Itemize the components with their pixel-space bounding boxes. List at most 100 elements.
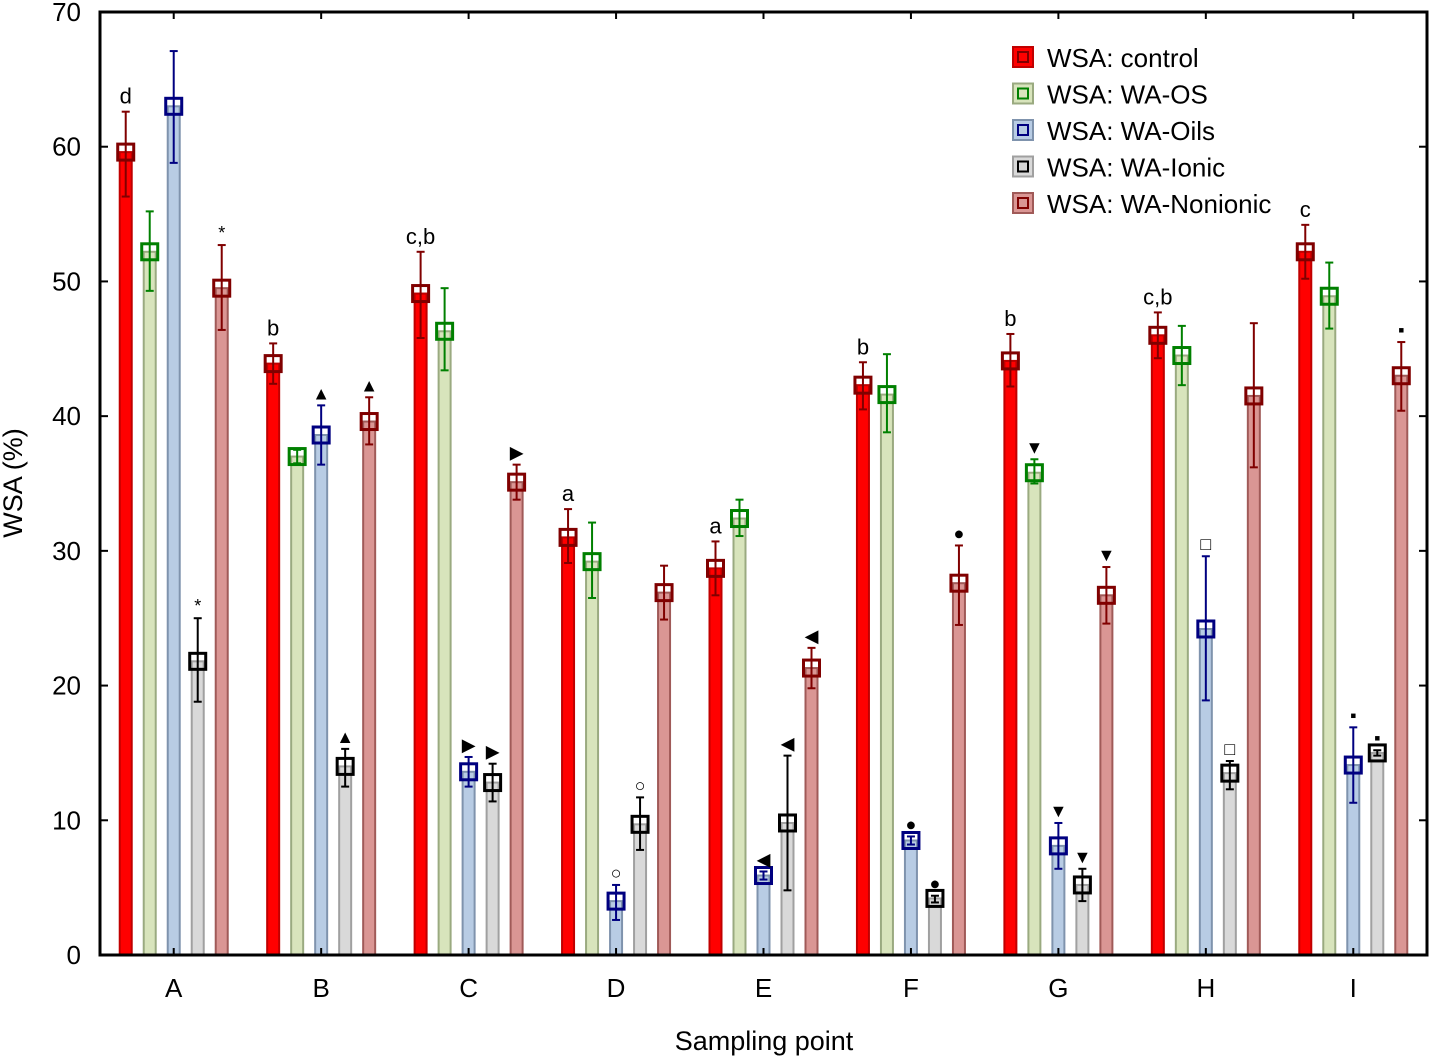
significance-label: ▪: [1398, 320, 1404, 340]
bar: [461, 770, 476, 956]
mean-marker: [1295, 242, 1315, 262]
legend-label: WSA: WA-Oils: [1047, 116, 1215, 146]
mean-marker: [1024, 463, 1044, 483]
bar: [585, 560, 600, 956]
mean-marker: [802, 658, 821, 678]
mean-marker: [1319, 286, 1339, 306]
bar: [290, 455, 305, 956]
bar: [804, 667, 819, 957]
mean-marker: [311, 425, 331, 445]
mean-marker: [116, 142, 136, 162]
bar: [338, 765, 353, 957]
significance-label: a: [709, 513, 722, 538]
bar: [413, 292, 428, 956]
bar: [561, 536, 576, 957]
mean-marker: [1148, 325, 1168, 345]
legend-swatch: [1012, 119, 1034, 141]
bar: [166, 105, 181, 957]
bar: [437, 330, 452, 957]
significance-label: ▲: [312, 383, 330, 403]
y-axis-label: WSA (%): [0, 428, 28, 538]
y-tick-label: 30: [52, 536, 81, 566]
significance-label: ▲: [360, 375, 378, 395]
x-tick-label: H: [1196, 973, 1215, 1003]
x-tick-label: A: [165, 973, 183, 1003]
mean-marker: [287, 447, 307, 467]
y-tick-label: 70: [52, 0, 81, 27]
legend-marker: [1017, 160, 1029, 173]
bar: [1246, 394, 1261, 956]
legend-label: WSA: control: [1047, 43, 1199, 73]
legend-marker: [1017, 51, 1029, 63]
mean-marker: [1367, 743, 1387, 763]
mean-marker: [507, 472, 527, 492]
bar: [855, 384, 870, 956]
significance-label: ◀: [781, 734, 795, 754]
significance-label: ▼: [1073, 847, 1091, 867]
x-tick-label: B: [312, 973, 329, 1003]
significance-label: ▶: [462, 735, 476, 755]
significance-label: ◀: [805, 626, 819, 646]
bar: [1322, 295, 1337, 956]
mean-marker: [877, 385, 897, 405]
bars-layer: d b c,b a a b b c,b c ▼ ▲ ▶ ○ ◀ ● ▼ □ ▪ * ▲ ▶ ○ ◀ ● ▼ □ ▪ * ▲ ▶ ◀ ● ▼ ▪: [116, 50, 1411, 957]
x-tick-label: D: [607, 973, 626, 1003]
significance-label: ▼: [1049, 801, 1067, 821]
bar: [1222, 772, 1237, 957]
mean-marker: [730, 509, 749, 529]
mean-marker: [630, 814, 650, 834]
mean-marker: [1391, 366, 1411, 386]
bar: [362, 420, 377, 956]
mean-marker: [706, 558, 725, 578]
significance-label: c,b: [406, 224, 435, 249]
significance-label: ▪: [1350, 705, 1356, 725]
mean-marker: [606, 891, 626, 911]
significance-label: d: [120, 84, 132, 109]
significance-label: c: [1300, 197, 1311, 222]
y-tick-label: 40: [52, 401, 81, 431]
significance-label: b: [857, 334, 869, 359]
significance-label: ▪: [1374, 728, 1380, 748]
x-tick-label: C: [459, 973, 478, 1003]
legend-swatch: [1012, 155, 1034, 178]
legend-label: WSA: WA-OS: [1047, 80, 1208, 110]
legend-swatch: [1012, 192, 1034, 214]
bar: [1150, 334, 1165, 957]
legend-swatch: [1012, 46, 1034, 68]
x-tick-label: I: [1350, 973, 1357, 1003]
bar: [1099, 594, 1114, 956]
significance-label: *: [194, 596, 201, 616]
bar: [708, 567, 723, 956]
x-tick-label: E: [755, 973, 772, 1003]
mean-marker: [1048, 836, 1068, 856]
bar: [1370, 751, 1385, 957]
mean-marker: [778, 813, 797, 833]
y-tick-label: 0: [67, 940, 81, 970]
significance-label: ◀: [757, 849, 771, 869]
mean-marker: [335, 756, 355, 776]
significance-label: ○: [635, 775, 646, 795]
legend-label: WSA: WA-Nonionic: [1047, 189, 1271, 219]
mean-marker: [901, 830, 921, 850]
y-tick-label: 60: [52, 132, 81, 162]
significance-label: ●: [954, 523, 965, 543]
bar: [190, 660, 205, 957]
bar: [118, 151, 133, 957]
significance-label: ▼: [1097, 545, 1115, 565]
mean-marker: [1196, 619, 1216, 639]
significance-label: □: [1200, 534, 1211, 554]
legend-marker: [1017, 87, 1029, 100]
ticks-layer: 0 10 20 30 40 50 60 70 A B C D E F G H I: [52, 0, 1427, 1003]
significance-label: ●: [930, 874, 941, 894]
mean-marker: [754, 866, 773, 886]
bar: [1003, 359, 1018, 957]
significance-label: □: [1224, 739, 1235, 759]
mean-marker: [435, 321, 455, 341]
mean-marker: [483, 773, 503, 793]
bar: [1174, 354, 1189, 956]
mean-marker: [1072, 875, 1092, 895]
significance-label: ○: [611, 863, 622, 883]
mean-marker: [188, 651, 208, 671]
mean-marker: [263, 354, 283, 374]
